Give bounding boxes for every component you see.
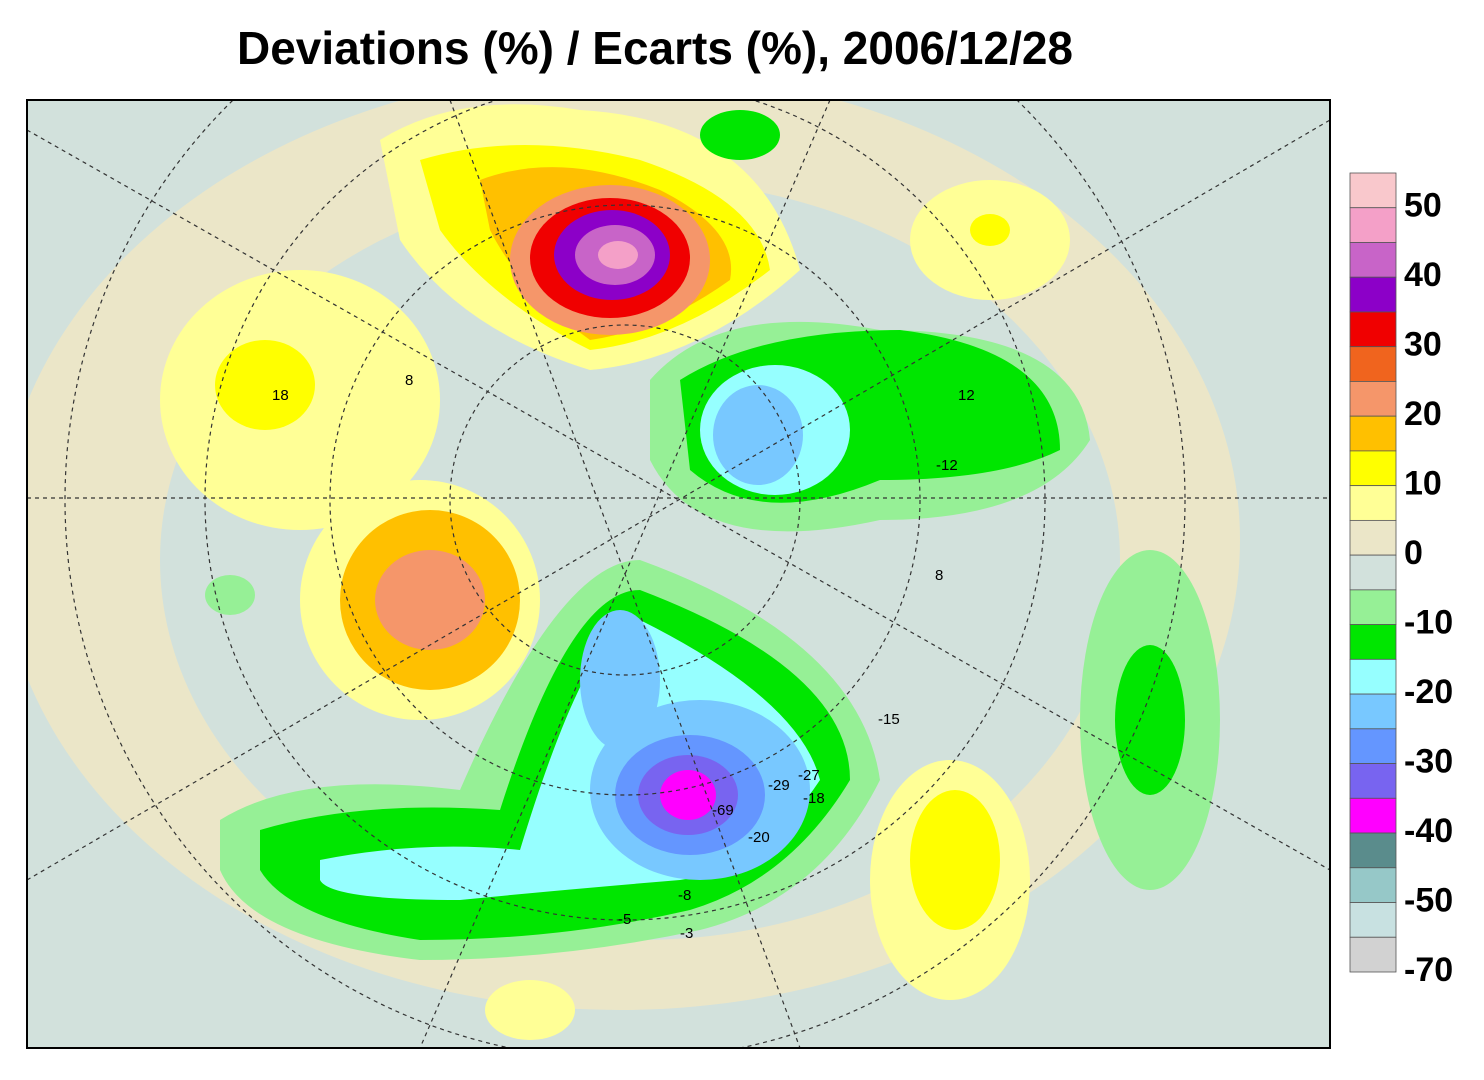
- colorbar-box: [1349, 589, 1397, 626]
- field: [970, 214, 1010, 246]
- field: [700, 110, 780, 160]
- colorbar-label: 0: [1404, 534, 1423, 572]
- colorbar-box: [1349, 728, 1397, 764]
- graticule: [27, 100, 1330, 1048]
- map-label: -8: [678, 887, 691, 904]
- colorbar-box: [1349, 763, 1397, 799]
- field: [910, 790, 1000, 930]
- field: [485, 980, 575, 1040]
- colorbar-box: [1349, 172, 1397, 209]
- map-label: -27: [798, 767, 820, 784]
- colorbar-box: [1349, 346, 1397, 382]
- colorbar-label: 30: [1404, 326, 1442, 364]
- field: [205, 575, 255, 615]
- map-frame: [26, 99, 1331, 1049]
- field: [1115, 645, 1185, 795]
- colorbar-box: [1349, 519, 1397, 556]
- field: [375, 550, 485, 650]
- colorbar-box: [1349, 832, 1397, 869]
- colorbar-box: [1349, 381, 1397, 417]
- map: [27, 100, 1330, 1048]
- map-label: -3: [680, 925, 693, 942]
- colorbar-label: 20: [1404, 395, 1442, 433]
- colorbar-box: [1349, 450, 1397, 487]
- map-label: -12: [936, 457, 958, 474]
- colorbar-box: [1349, 554, 1397, 591]
- colorbar-box: [1349, 207, 1397, 243]
- colorbar-label: -30: [1404, 743, 1453, 781]
- map-label: -69: [712, 802, 734, 819]
- map-label: 18: [272, 387, 289, 404]
- colorbar-box: [1349, 276, 1397, 313]
- colorbar-box: [1349, 867, 1397, 903]
- colorbar-box: [1349, 797, 1397, 834]
- map-label: 12: [958, 387, 975, 404]
- field: [660, 770, 716, 820]
- field: [580, 610, 660, 750]
- colorbar-label: -40: [1404, 812, 1453, 850]
- colorbar-label: -20: [1404, 673, 1453, 711]
- map-label: -5: [618, 911, 631, 928]
- colorbar-label: -10: [1404, 604, 1453, 642]
- colorbar-label: 10: [1404, 465, 1442, 503]
- field: [598, 241, 638, 269]
- colorbar-box: [1349, 902, 1397, 938]
- map-label: -15: [878, 711, 900, 728]
- map-label: 8: [405, 372, 413, 389]
- colorbar-label: 50: [1404, 187, 1442, 225]
- map-label: 8: [935, 567, 943, 584]
- colorbar-label: 40: [1404, 256, 1442, 294]
- colorbar-box: [1349, 415, 1397, 452]
- colorbar-box: [1349, 658, 1397, 695]
- map-label: -20: [748, 829, 770, 846]
- colorbar-label: -70: [1404, 951, 1453, 989]
- map-label: -29: [768, 777, 790, 794]
- title: Deviations (%) / Ecarts (%), 2006/12/28: [237, 22, 1073, 74]
- colorbar-box: [1349, 936, 1397, 973]
- colorbar-box: [1349, 311, 1397, 348]
- colorbar-label: -50: [1404, 882, 1453, 920]
- colorbar: 50 40 30 20 10 0 -10 -20 -30 -40 -50 -70: [1349, 172, 1453, 989]
- map-labels: 18 8 12 -12 8 -69 -29 -27 -18 -15 -20 -8 -5 -3: [272, 372, 975, 942]
- colorbar-box: [1349, 624, 1397, 660]
- colorbar-box: [1349, 485, 1397, 521]
- map-label: -18: [803, 790, 825, 807]
- colorbar-box: [1349, 693, 1397, 730]
- colorbar-box: [1349, 242, 1397, 278]
- field: [215, 340, 315, 430]
- field: [713, 385, 803, 485]
